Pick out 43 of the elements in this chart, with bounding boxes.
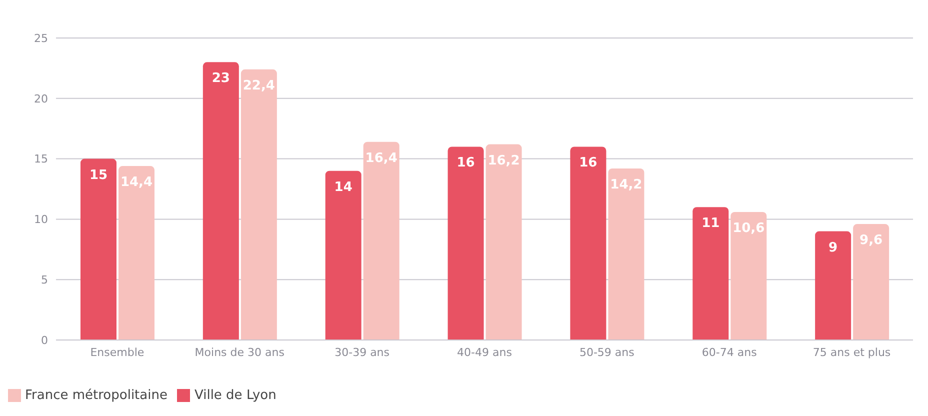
bar	[486, 144, 522, 340]
data-label: 15	[89, 168, 108, 183]
data-label: 16,4	[365, 150, 398, 166]
x-tick-label: 50-59 ans	[579, 346, 635, 359]
x-tick-label: Moins de 30 ans	[194, 346, 285, 359]
y-tick-label: 20	[34, 92, 48, 106]
y-tick-label: 0	[41, 334, 48, 347]
bar	[118, 166, 154, 340]
data-label: 10,6	[732, 220, 765, 236]
bar	[448, 146, 484, 340]
x-tick-label: 75 ans et plus	[812, 346, 891, 359]
bar	[325, 170, 362, 340]
bar	[815, 231, 852, 340]
x-tick-label: 30-39 ans	[334, 346, 390, 359]
bar	[202, 62, 239, 340]
x-tick-label: 60-74 ans	[702, 346, 758, 359]
bar	[608, 168, 644, 340]
data-label: 14,2	[610, 177, 642, 192]
bar	[363, 142, 400, 340]
data-label: 14,4	[120, 175, 153, 190]
y-tick-label: 10	[34, 213, 48, 226]
bar	[570, 146, 606, 340]
data-label: 22,4	[242, 78, 275, 94]
data-label: 16	[579, 156, 598, 171]
data-label: 23	[212, 71, 230, 86]
legend-label: France métropolitaine	[25, 388, 168, 403]
bar	[692, 207, 729, 340]
data-label: 16,2	[488, 153, 520, 168]
data-label: 9,6	[860, 233, 883, 248]
bar	[853, 224, 890, 340]
data-label: 16	[456, 156, 475, 171]
bar	[80, 158, 116, 340]
data-label: 11	[702, 216, 720, 232]
data-label: 9	[828, 240, 838, 256]
bar	[240, 69, 277, 340]
y-tick-label: 25	[34, 32, 48, 45]
y-tick-label: 5	[41, 274, 48, 287]
x-tick-label: 40-49 ans	[457, 346, 512, 359]
bar	[730, 212, 767, 340]
y-tick-label: 15	[34, 152, 48, 166]
data-label: 14	[334, 180, 352, 195]
legend-label: Ville de Lyon	[194, 388, 276, 403]
x-tick-label: Ensemble	[90, 346, 144, 359]
